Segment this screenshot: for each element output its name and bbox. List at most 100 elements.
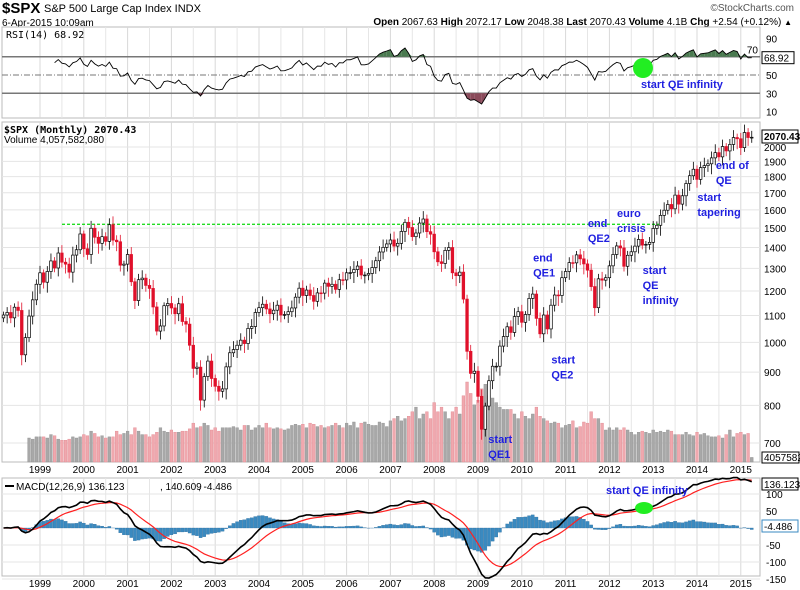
candle-body [647, 241, 652, 245]
macd-histogram-bar [494, 527, 498, 538]
candle-body [593, 286, 597, 309]
candle-body [319, 292, 323, 295]
macd-histogram-bar [618, 524, 623, 529]
candle-body [611, 254, 615, 267]
candle-body [509, 326, 513, 333]
candle-body [480, 395, 484, 430]
rsi-tick-label: 30 [766, 89, 778, 100]
macd-tick-label: 100 [766, 490, 783, 501]
volume-bar [213, 427, 217, 463]
volume-bar [443, 411, 447, 463]
volume-bar [454, 406, 458, 463]
candle-body [388, 239, 393, 245]
candle-body [374, 260, 378, 268]
volume-bar [177, 432, 181, 463]
volume-bar [527, 418, 531, 463]
macd-histogram-bar [520, 517, 524, 529]
candle-body [512, 316, 517, 333]
brand-logo[interactable]: ©StockCharts.com [710, 3, 794, 14]
annotation-label: infinity [643, 295, 680, 307]
last-price-label: 2070.43 [764, 132, 800, 143]
macd-histogram-bar [713, 522, 718, 529]
volume-bar [498, 406, 502, 463]
macd-histogram-bar [315, 525, 320, 529]
volume-bar [253, 427, 257, 463]
volume-bar [184, 430, 188, 463]
volume-bar [31, 438, 35, 463]
volume-bar [261, 427, 265, 463]
volume-bar [640, 430, 644, 463]
macd-histogram-bar [509, 521, 513, 529]
rsi-overbought-fill [383, 51, 387, 57]
candle-body [297, 287, 301, 298]
candle-body [355, 265, 360, 270]
candle-body [16, 306, 20, 311]
x-tick-label: 2001 [116, 465, 139, 476]
macd-histogram-bar [333, 526, 338, 529]
volume-bar [626, 429, 630, 463]
volume-bar [111, 436, 115, 463]
volume-bar [235, 427, 239, 463]
volume-bar [750, 457, 754, 463]
volume-bar [710, 436, 714, 463]
volume-bar [308, 422, 312, 463]
rsi-annotation: start QE infinity [641, 79, 724, 91]
candle-body [41, 272, 46, 283]
macd-histogram-bar [301, 523, 305, 529]
volume-bar [209, 429, 214, 463]
macd-histogram-bar [622, 525, 626, 529]
volume-bar [432, 402, 436, 463]
candle-body [713, 152, 717, 159]
volume-bar [728, 429, 732, 463]
candle-body [250, 326, 254, 329]
volume-bar [637, 432, 641, 463]
candle-body [118, 241, 122, 266]
volume-bar [370, 425, 374, 463]
volume-bar [56, 438, 60, 463]
candle-body [655, 224, 659, 229]
volume-bar [567, 424, 571, 463]
macd-histogram-bar [607, 527, 612, 529]
volume-bar [188, 428, 192, 463]
candle-body [166, 303, 170, 307]
candle-body [589, 269, 593, 287]
candle-body [344, 272, 349, 281]
macd-histogram-bar [308, 524, 312, 529]
candle-body [122, 263, 126, 266]
macd-histogram-bar [421, 525, 425, 529]
candle-body [202, 376, 206, 401]
macd-histogram-bar [516, 517, 520, 529]
volume-bar [89, 430, 93, 463]
last-price-box [761, 129, 799, 144]
macd-histogram-bar [242, 519, 247, 529]
volume-bar [107, 436, 111, 463]
macd-histogram-bar [604, 527, 608, 530]
volume-bar [604, 429, 608, 463]
macd-annotation: start QE infinity [606, 485, 689, 497]
macd-histogram-bar [677, 522, 681, 529]
macd-histogram-bar [228, 525, 232, 529]
candle-body [23, 337, 28, 356]
rsi-legend: RSI(14) 68.92 [6, 30, 84, 41]
annotation-label: tapering [697, 207, 740, 219]
candle-body [428, 231, 433, 235]
candle-body [476, 370, 480, 397]
rsi-last-label: 68.92 [764, 54, 789, 65]
candle-body [622, 247, 626, 267]
macd-histogram-bar [224, 527, 228, 529]
candle-body [607, 265, 612, 279]
volume-bar [461, 395, 465, 463]
volume-bar [115, 430, 119, 463]
macd-histogram-bar [209, 527, 214, 534]
volume-bar [494, 402, 498, 463]
candle-body [494, 365, 498, 368]
candle-body [469, 350, 473, 374]
candle-body [264, 303, 268, 310]
macd-histogram-bar [100, 525, 104, 529]
candle-body [31, 299, 35, 317]
rsi-tick-label: 90 [766, 34, 778, 45]
candle-body [728, 144, 732, 152]
volume-bar [688, 434, 692, 463]
macd-histogram-bar [439, 527, 444, 538]
candle-body [421, 218, 425, 224]
